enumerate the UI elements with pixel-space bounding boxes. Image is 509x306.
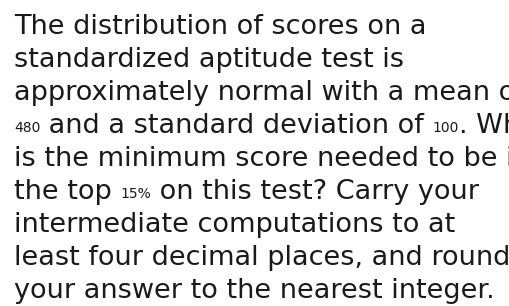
Text: on this test? Carry your: on this test? Carry your (151, 179, 478, 205)
Text: . What: . What (458, 113, 509, 139)
Text: and a standard deviation of: and a standard deviation of (40, 113, 432, 139)
Text: The distribution of scores on a: The distribution of scores on a (14, 14, 426, 40)
Text: 15%: 15% (120, 187, 151, 201)
Text: 100: 100 (432, 121, 458, 135)
Text: standardized aptitude test is: standardized aptitude test is (14, 47, 403, 73)
Text: the top: the top (14, 179, 120, 205)
Text: 480: 480 (14, 121, 40, 135)
Text: least four decimal places, and round: least four decimal places, and round (14, 245, 509, 271)
Text: approximately normal with a mean of: approximately normal with a mean of (14, 80, 509, 106)
Text: intermediate computations to at: intermediate computations to at (14, 212, 455, 238)
Text: is the minimum score needed to be in: is the minimum score needed to be in (14, 146, 509, 172)
Text: your answer to the nearest integer.: your answer to the nearest integer. (14, 278, 494, 304)
